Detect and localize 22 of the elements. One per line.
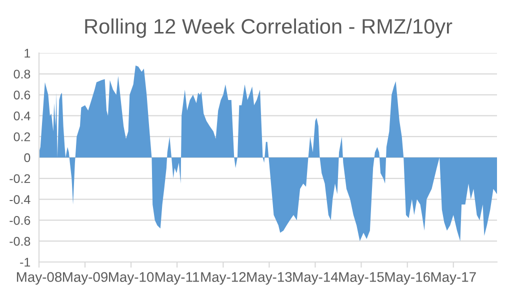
y-tick-label: 0.4 [14,112,30,120]
y-tick-label: 0.6 [14,90,30,100]
y-tick-label: 0.8 [14,70,30,79]
y-tick-label: 1 [24,48,30,58]
x-tick-label: May-08 [16,272,62,285]
x-tick-label: May-14 [293,272,338,285]
chart-title: Rolling 12 Week Correlation - RMZ/10yr [85,18,452,38]
y-tick-label: -0.2 [10,174,30,184]
y-tick-label: 0 [24,153,30,162]
x-tick-label: May-13 [247,272,292,285]
y-tick-label: -0.4 [10,195,30,204]
x-tick-label: May-12 [201,272,246,285]
y-tick-label: 0.2 [14,132,30,142]
x-tick-label: May-17 [431,272,476,285]
y-tick-label: -0.6 [10,216,30,225]
x-tick-label: May-09 [63,272,108,285]
x-tick-label: May-10 [109,272,154,285]
x-tick-label: May-16 [385,272,430,285]
x-tick-label: May-15 [339,272,384,285]
y-tick-label: -0.8 [10,236,30,246]
x-tick-label: May-11 [156,272,200,285]
y-tick-label: -1 [20,258,30,267]
